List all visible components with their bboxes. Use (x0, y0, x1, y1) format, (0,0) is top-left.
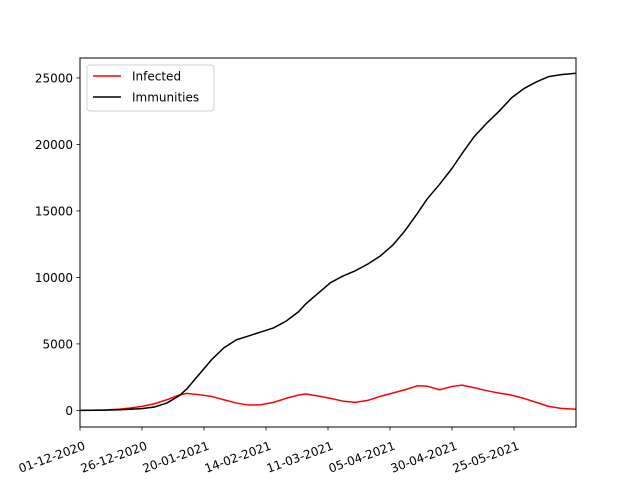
legend-label-infected: Infected (132, 70, 181, 84)
y-tick-label: 10000 (35, 271, 73, 285)
series-line-immunities (79, 72, 577, 412)
y-tick-label: 15000 (35, 204, 73, 218)
plot-area (79, 72, 577, 412)
y-tick-label: 0 (65, 404, 73, 418)
y-tick-label: 20000 (35, 138, 73, 152)
y-tick-label: 25000 (35, 71, 73, 85)
legend: Infected Immunities (86, 64, 215, 112)
y-tick-label: 5000 (42, 337, 73, 351)
series-line-infected (79, 384, 577, 412)
legend-label-immunities: Immunities (132, 91, 199, 105)
